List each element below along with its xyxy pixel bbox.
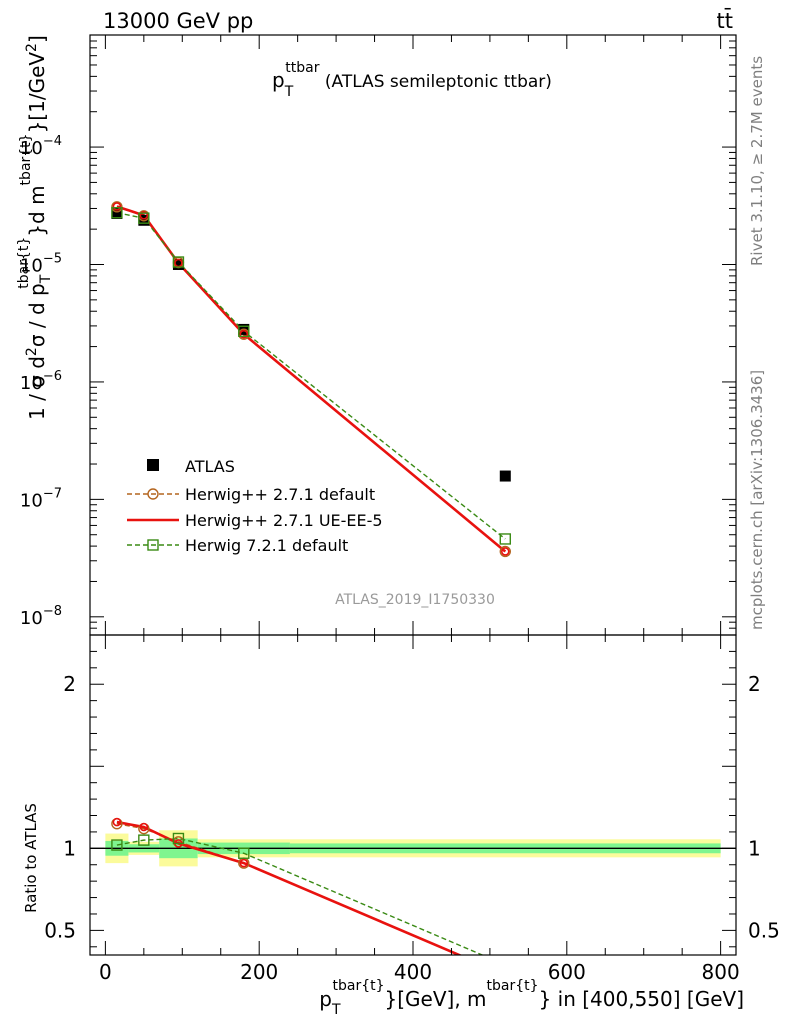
ratio-herwig7-point xyxy=(138,834,150,846)
x-tick-label: 600 xyxy=(548,960,586,984)
ratio-y-tick-label: 2 xyxy=(63,672,76,696)
ratio-herwig7-point xyxy=(111,839,123,851)
plot-title: pTttbar (ATLAS semileptonic ttbar) xyxy=(272,60,552,100)
legend-atlas-marker xyxy=(147,459,159,471)
mcplots-label: mcplots.cern.ch [arXiv:1306.3436] xyxy=(748,370,766,630)
ratio-y-tick-label-right: 0.5 xyxy=(748,918,780,942)
ratio-y-tick-label: 0.5 xyxy=(44,918,76,942)
legend-herwigpp-default-marker xyxy=(147,488,159,500)
herwig7-point xyxy=(172,256,185,268)
energy-label: 13000 GeV pp xyxy=(103,9,253,33)
herwigpp-ueee5-point xyxy=(500,547,510,556)
ratio-herwig7-point xyxy=(238,847,250,859)
main-y-tick-label: 10−5 xyxy=(20,251,62,276)
herwigpp-ueee5-point xyxy=(139,211,149,220)
ratio-herwigpp-ueee5-point xyxy=(239,858,249,868)
ratio-y-tick-label-right: 1 xyxy=(748,836,761,860)
ratio-herwig7-point xyxy=(500,960,510,970)
x-tick-label: 200 xyxy=(240,960,278,984)
atlas-data-point xyxy=(111,207,123,219)
ratio-y-tick-label: 1 xyxy=(63,836,76,860)
analysis-watermark: ATLAS_2019_I1750330 xyxy=(335,592,495,608)
legend-herwig7-marker xyxy=(147,539,159,551)
herwig7-point xyxy=(138,212,150,224)
ratio-herwigpp-ueee5-point xyxy=(112,817,122,827)
herwig7-point xyxy=(111,207,123,219)
main-y-axis-title: 1 / σ d2σ / d pTtbar{t}}d mtbar{t}}[1/Ge… xyxy=(16,35,54,420)
main-y-tick-label: 10−4 xyxy=(20,134,62,159)
herwig7-point xyxy=(238,325,250,337)
rivet-label: Rivet 3.1.10, ≥ 2.7M events xyxy=(748,56,766,266)
x-axis-title: pTtbar{t}}[GeV], mtbar{t}} in [400,550] … xyxy=(319,978,744,1018)
ratio-y-axis-title: Ratio to ATLAS xyxy=(22,803,40,913)
ratio-herwigpp-ueee5-point xyxy=(139,822,149,832)
legend-herwig7-label: Herwig 7.2.1 default xyxy=(185,536,348,555)
atlas-data-point xyxy=(172,258,184,270)
main-plot-panel: 10−4 10−5 10−6 10−7 10−8 xyxy=(20,34,737,636)
herwigpp-ueee5-point xyxy=(239,329,249,339)
ratio-y-tick-label-right: 2 xyxy=(748,672,761,696)
main-y-tick-label: 10−6 xyxy=(20,369,62,394)
x-tick-label: 800 xyxy=(702,960,740,984)
ratio-plot-panel: 2 2 1 1 0.5 0.5 0 200 400 600 800 xyxy=(44,35,780,984)
ratio-herwig7-point xyxy=(172,832,185,845)
ratio-frame xyxy=(89,634,737,956)
atlas-data-point xyxy=(499,470,511,482)
herwigpp-ueee5-point xyxy=(112,202,122,211)
legend-atlas-label: ATLAS xyxy=(185,457,235,476)
herwig7-point xyxy=(499,533,511,545)
ratio-series-line-herwig7 xyxy=(116,837,484,955)
x-tick-label: 400 xyxy=(394,960,432,984)
x-tick-label: 0 xyxy=(99,960,112,984)
main-y-tick-label: 10−8 xyxy=(20,604,62,629)
main-y-tick-label: 10−7 xyxy=(20,486,62,511)
legend-herwigpp-default-label: Herwig++ 2.7.1 default xyxy=(185,485,375,504)
process-label: tt̄ xyxy=(717,8,733,33)
herwigpp-default-point xyxy=(499,545,511,558)
herwigpp-default-point xyxy=(111,201,123,213)
legend-herwigpp-ueee5-label: Herwig++ 2.7.1 UE-EE-5 xyxy=(185,511,383,530)
legend: ATLAS Herwig++ 2.7.1 default Herwig++ 2.… xyxy=(127,457,383,555)
